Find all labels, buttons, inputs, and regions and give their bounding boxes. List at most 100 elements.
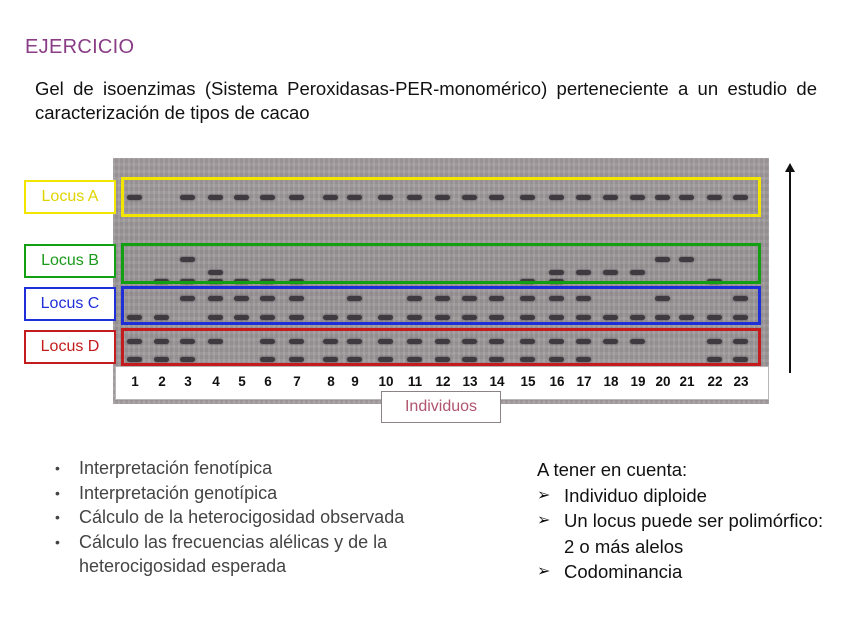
gel-band [576, 270, 591, 275]
gel-band [289, 357, 304, 362]
gel-band [733, 195, 748, 200]
gel-band [630, 195, 645, 200]
gel-band [603, 315, 618, 320]
gel-band [234, 315, 249, 320]
gel-band [549, 296, 564, 301]
gel-band [549, 270, 564, 275]
gel-band [576, 195, 591, 200]
gel-band [679, 195, 694, 200]
gel-band [154, 339, 169, 344]
individuals-axis-label: Individuos [381, 391, 501, 423]
gel-band [347, 357, 362, 362]
gel-band [208, 315, 223, 320]
gel-band [733, 357, 748, 362]
individual-number: 20 [655, 374, 671, 389]
note-item: ➢ Codominancia [537, 559, 837, 585]
gel-band [208, 339, 223, 344]
gel-band [462, 296, 477, 301]
gel-band [378, 195, 393, 200]
migration-arrow-icon [785, 163, 795, 172]
task-item: • Interpretación genotípica [55, 481, 475, 506]
gel-band [630, 339, 645, 344]
gel-band [260, 339, 275, 344]
slide-subtitle: Gel de isoenzimas (Sistema Peroxidasas-P… [35, 78, 817, 123]
individual-number: 13 [462, 374, 478, 389]
locus-d-box [121, 328, 761, 366]
gel-band [489, 296, 504, 301]
gel-band [576, 315, 591, 320]
gel-band [154, 357, 169, 362]
gel-band [603, 195, 618, 200]
individual-number: 5 [238, 374, 246, 389]
gel-band [323, 357, 338, 362]
gel-band [378, 339, 393, 344]
gel-band [180, 296, 195, 301]
individual-number: 3 [184, 374, 192, 389]
gel-band [289, 315, 304, 320]
task-item: • Interpretación fenotípica [55, 456, 475, 481]
individual-number: 1 [131, 374, 139, 389]
gel-band [435, 357, 450, 362]
bullet-icon: • [55, 509, 60, 525]
task-item: • Cálculo las frecuencias alélicas y de l… [55, 531, 388, 577]
gel-band [576, 339, 591, 344]
locus-b-label: Locus B [24, 244, 116, 278]
gel-band [347, 315, 362, 320]
gel-band [707, 339, 722, 344]
gel-band [407, 339, 422, 344]
individual-number: 23 [733, 374, 749, 389]
individual-number: 22 [707, 374, 723, 389]
arrow-bullet-icon: ➢ [537, 563, 551, 580]
individual-number: 10 [378, 374, 394, 389]
gel-band [549, 315, 564, 320]
gel-band [208, 296, 223, 301]
gel-band [733, 315, 748, 320]
task-item: • Cálculo de la heterocigosidad observada [55, 505, 475, 530]
individual-number: 2 [158, 374, 166, 389]
individual-number: 8 [327, 374, 335, 389]
individual-number: 9 [351, 374, 359, 389]
gel-band [489, 357, 504, 362]
individual-number: 6 [264, 374, 272, 389]
gel-band [154, 315, 169, 320]
gel-band [347, 195, 362, 200]
individual-number: 19 [630, 374, 646, 389]
individual-number: 7 [293, 374, 301, 389]
individual-number: 4 [212, 374, 220, 389]
gel-band [655, 195, 670, 200]
gel-band [260, 296, 275, 301]
gel-band [462, 315, 477, 320]
individual-number: 14 [489, 374, 505, 389]
note-item: ➢ Individuo diploide [537, 483, 837, 509]
gel-band [323, 315, 338, 320]
gel-band [180, 357, 195, 362]
gel-band [435, 339, 450, 344]
gel-band [576, 357, 591, 362]
gel-band [407, 315, 422, 320]
gel-band [180, 339, 195, 344]
locus-a-box [121, 177, 761, 217]
gel-band [347, 339, 362, 344]
note-item: ➢ Un locus puede ser polimórfico: 2 o más… [537, 510, 824, 557]
bullet-icon: • [55, 484, 60, 501]
gel-band [323, 195, 338, 200]
gel-band [289, 296, 304, 301]
bullet-icon: • [55, 460, 60, 476]
gel-band [707, 195, 722, 200]
gel-band [234, 195, 249, 200]
gel-band [260, 357, 275, 362]
gel-band [127, 195, 142, 200]
gel-band [489, 339, 504, 344]
gel-band [260, 315, 275, 320]
gel-band [127, 315, 142, 320]
task-list: • Interpretación fenotípica • Interpretaci… [55, 456, 475, 579]
gel-band [435, 296, 450, 301]
gel-band [707, 357, 722, 362]
gel-band [462, 357, 477, 362]
individual-number: 12 [435, 374, 451, 389]
slide-title: EJERCICIO [25, 36, 135, 58]
locus-a-label: Locus A [24, 180, 116, 214]
gel-band [655, 315, 670, 320]
gel-band [630, 270, 645, 275]
gel-band [435, 195, 450, 200]
